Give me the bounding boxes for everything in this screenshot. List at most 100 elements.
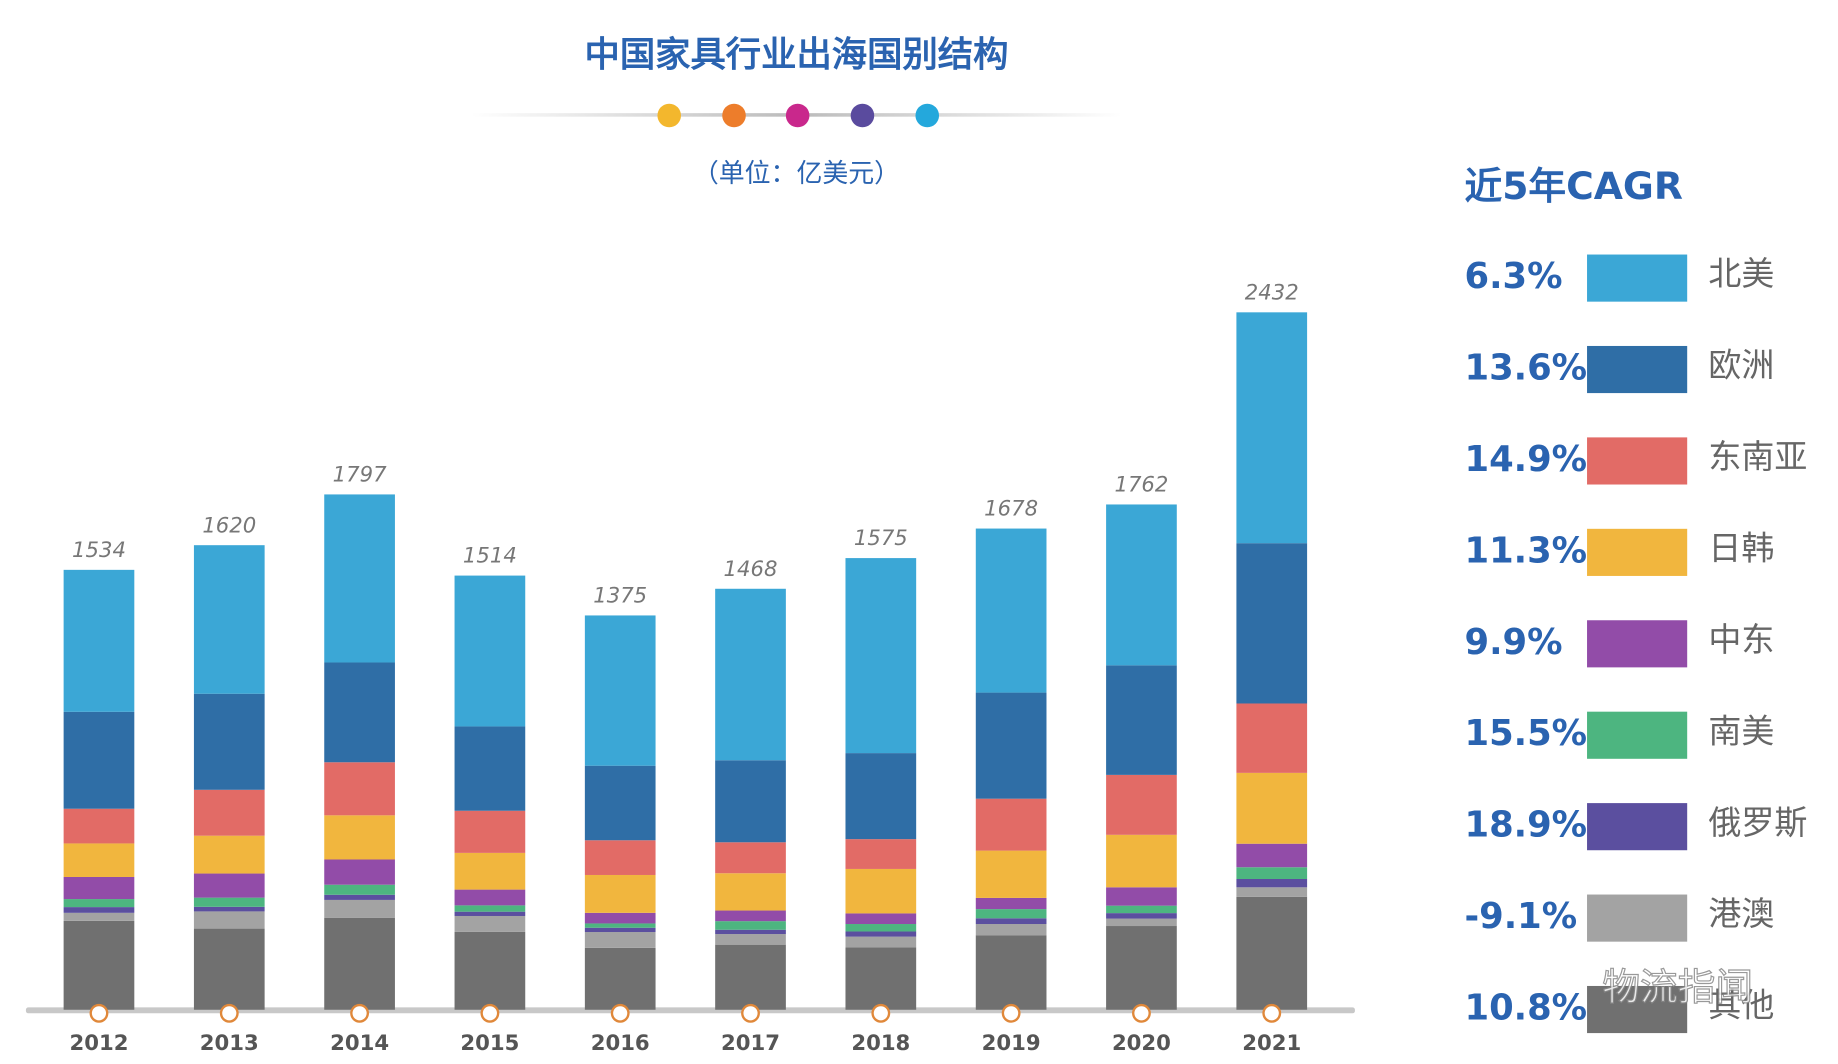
legend-cagr: 18.9% [1465, 805, 1588, 846]
bar-segment [454, 915, 526, 932]
bar-segment [324, 899, 395, 918]
legend-label: 日韩 [1708, 529, 1774, 568]
bar-segment [1106, 504, 1177, 666]
bar-segment [454, 931, 526, 1010]
bar-segment [63, 912, 135, 921]
bar-segment [193, 693, 265, 790]
bar-segment [1236, 878, 1308, 888]
bar-segment [1236, 896, 1308, 1010]
bar-segment [193, 873, 265, 898]
bar-segment [193, 835, 265, 874]
bar-segment [63, 711, 135, 809]
year-marker [1262, 1003, 1282, 1023]
legend-label: 北美 [1708, 254, 1774, 293]
x-tick-label: 2018 [851, 1030, 910, 1055]
legend-label: 南美 [1708, 711, 1774, 750]
bar-segment [715, 921, 786, 930]
x-tick-label: 2012 [69, 1030, 128, 1055]
legend-swatch [1587, 620, 1688, 668]
bar-segment [193, 545, 265, 694]
bar-segment [845, 913, 917, 925]
year-marker [1132, 1003, 1151, 1023]
bar-segment [1236, 312, 1308, 544]
bar-segment [584, 932, 656, 948]
bar-segment [63, 920, 135, 1010]
bar-segment [975, 909, 1047, 919]
bar-segment [584, 947, 656, 1010]
bar-segment [1106, 887, 1177, 906]
x-tick-label: 2013 [200, 1030, 259, 1055]
bar-segment [845, 839, 917, 869]
legend-cagr: 6.3% [1465, 256, 1563, 297]
legend-label: 其他 [1708, 986, 1774, 1025]
bar-segment [584, 874, 656, 913]
legend-swatch [1587, 803, 1688, 851]
bar-segment [845, 558, 917, 754]
title-dots [657, 103, 940, 128]
total-label: 1514 [463, 543, 517, 568]
legend-swatch [1587, 528, 1688, 576]
bar-segment [975, 935, 1047, 1010]
year-marker [610, 1003, 630, 1023]
bar-segment [324, 762, 395, 816]
bar-segment [715, 588, 786, 761]
year-marker [741, 1003, 760, 1023]
bar-segment [63, 907, 135, 913]
bar-segment [193, 789, 265, 836]
legend-swatch [1587, 437, 1688, 485]
bar-segment [1236, 867, 1308, 879]
bar-segment [324, 662, 395, 763]
bar-segment [845, 947, 917, 1010]
bar-segment [845, 936, 917, 948]
bar-segment [1106, 665, 1177, 775]
bar-segment [63, 899, 135, 908]
legend-swatch [1587, 985, 1688, 1034]
legend-label: 欧洲 [1708, 346, 1774, 385]
legend-cagr: 14.9% [1465, 439, 1588, 480]
legend-cagr: 15.5% [1465, 713, 1588, 754]
bar-segment [975, 918, 1047, 925]
bar-segment [1236, 843, 1308, 868]
bar-segment [845, 753, 917, 840]
bar-segment [193, 911, 265, 929]
bar-segment [715, 760, 786, 843]
legend-label: 东南亚 [1708, 437, 1807, 476]
legend-cagr: 9.9% [1465, 622, 1563, 663]
bar-segment [1236, 887, 1308, 897]
legend-swatch [1587, 894, 1688, 942]
bar-segment [584, 923, 656, 928]
x-tick-label: 2021 [1242, 1030, 1301, 1055]
legend-cagr: 11.3% [1465, 530, 1588, 571]
bar-segment [584, 912, 656, 924]
bar-segment [1106, 834, 1177, 888]
total-label: 1797 [333, 462, 387, 487]
total-label: 1678 [984, 496, 1038, 521]
bar-segment [975, 692, 1047, 799]
bar-segment [1106, 926, 1177, 1010]
year-marker [219, 1003, 239, 1023]
bar-segment [584, 840, 656, 875]
bar-segment [63, 569, 135, 712]
x-tick-label: 2016 [591, 1030, 650, 1055]
bar-segment [584, 615, 656, 766]
bar-segment [715, 910, 786, 922]
x-tick-label: 2019 [982, 1030, 1041, 1055]
bar-segment [324, 894, 395, 900]
legend-label: 中东 [1708, 620, 1774, 659]
x-tick-label: 2015 [460, 1030, 519, 1055]
bar-segment [454, 852, 526, 890]
total-label: 1620 [202, 512, 256, 537]
x-tick-label: 2020 [1112, 1030, 1171, 1055]
bar-segment [975, 528, 1047, 693]
legend-swatch [1587, 254, 1688, 302]
bar-segment [584, 927, 656, 933]
year-marker [1001, 1003, 1021, 1023]
total-label: 1375 [593, 583, 647, 608]
bar-segment [193, 906, 265, 912]
bar-segment [454, 889, 526, 906]
year-marker [871, 1003, 891, 1023]
total-label: 1575 [854, 525, 908, 550]
bar-segment [193, 897, 265, 907]
chart-title: 中国家具行业出海国别结构 [584, 35, 1008, 76]
